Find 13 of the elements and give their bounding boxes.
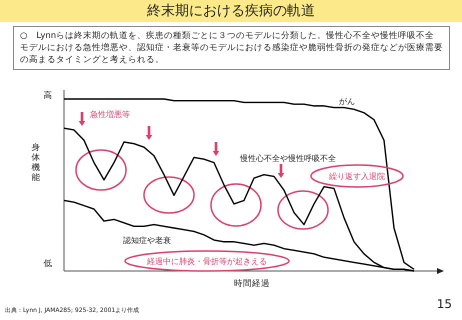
text: 高 xyxy=(44,90,52,101)
text: 慢性心不全や慢性呼吸不全 xyxy=(239,154,336,163)
y-axis-title: 身体機能 xyxy=(32,142,40,183)
text: 15 xyxy=(436,297,452,311)
annotation: 経過中に肺炎・骨折等が起きえる xyxy=(146,257,267,266)
text: 低 xyxy=(44,258,52,269)
series-label: がん xyxy=(339,97,355,106)
series-label: 認知症や老衰 xyxy=(123,236,171,245)
annotation: 繰り返す入退院 xyxy=(328,172,385,181)
chart-subtitle: ○ Lynnらは終末期の軌道を、疾患の種類ごとに３つのモデルに分類した。慢性心不全や慢性呼吸不全モデルにおける急性増悪や、認知症・老衰等のモデルにおける感染症や脆弱性骨折の発症などが医療需要の高まるタイミングと考えられる。 xyxy=(13,26,450,70)
x-axis-title: 時間経過 xyxy=(234,278,270,289)
annotation: 急性増悪等 xyxy=(89,110,130,119)
chart-title: 終末期における疾病の軌道 xyxy=(0,0,462,22)
